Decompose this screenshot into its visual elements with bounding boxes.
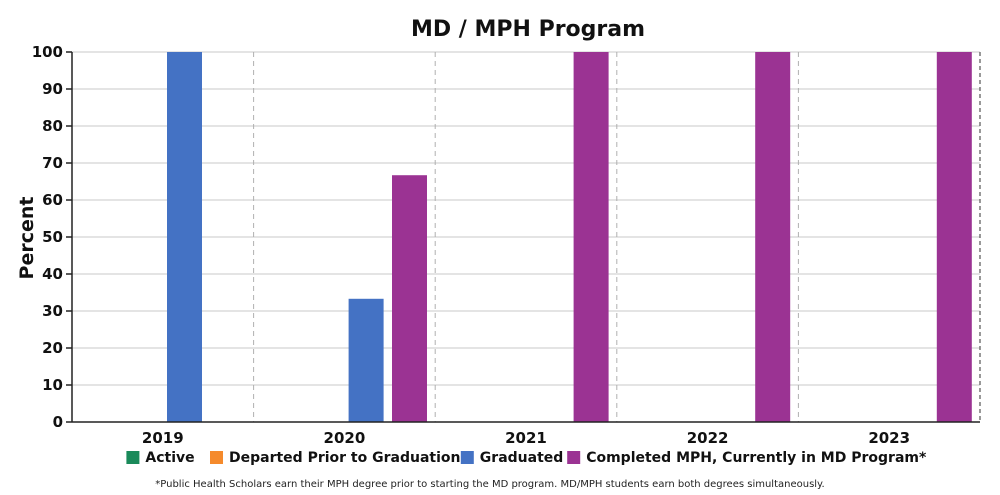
legend-label: Graduated bbox=[480, 450, 564, 466]
x-tick-label: 2021 bbox=[505, 429, 547, 447]
x-tick-label: 2022 bbox=[687, 429, 729, 447]
y-tick-label: 70 bbox=[42, 154, 63, 172]
legend-label: Completed MPH, Currently in MD Program* bbox=[586, 450, 927, 466]
y-tick-label: 90 bbox=[42, 80, 63, 98]
x-tick-label: 2023 bbox=[868, 429, 910, 447]
bar bbox=[936, 52, 972, 422]
legend-label: Active bbox=[145, 450, 194, 466]
y-tick-label: 100 bbox=[32, 43, 63, 61]
y-tick-label: 0 bbox=[53, 413, 63, 431]
bars bbox=[167, 52, 972, 422]
grid bbox=[72, 51, 981, 422]
footnote: *Public Health Scholars earn their MPH d… bbox=[155, 479, 824, 490]
y-tick-label: 40 bbox=[42, 265, 63, 283]
y-tick-label: 50 bbox=[42, 228, 63, 246]
y-tick-label: 80 bbox=[42, 117, 63, 135]
x-tick-label: 2019 bbox=[142, 429, 184, 447]
chart-title: MD / MPH Program bbox=[411, 17, 645, 42]
y-tick-label: 60 bbox=[42, 191, 63, 209]
legend: Active Departed Prior to Graduation Gradua… bbox=[126, 450, 927, 466]
axes: 0 10 20 30 40 50 60 70 80 90 100 2019 2020 2021 2022 20… bbox=[32, 43, 980, 447]
bar bbox=[348, 298, 384, 422]
legend-label: Departed Prior to Graduation bbox=[229, 450, 460, 466]
y-tick-label: 10 bbox=[42, 376, 63, 394]
legend-swatch bbox=[126, 451, 140, 464]
bar bbox=[167, 52, 202, 422]
legend-swatch bbox=[460, 451, 474, 464]
legend-swatch bbox=[210, 451, 223, 464]
y-axis-label: Percent bbox=[16, 197, 38, 280]
bar bbox=[755, 52, 791, 422]
y-tick-label: 20 bbox=[42, 339, 63, 357]
bar bbox=[392, 175, 427, 422]
bar bbox=[573, 52, 609, 422]
x-tick-label: 2020 bbox=[324, 429, 366, 447]
y-tick-label: 30 bbox=[42, 302, 63, 320]
legend-swatch bbox=[567, 451, 581, 464]
